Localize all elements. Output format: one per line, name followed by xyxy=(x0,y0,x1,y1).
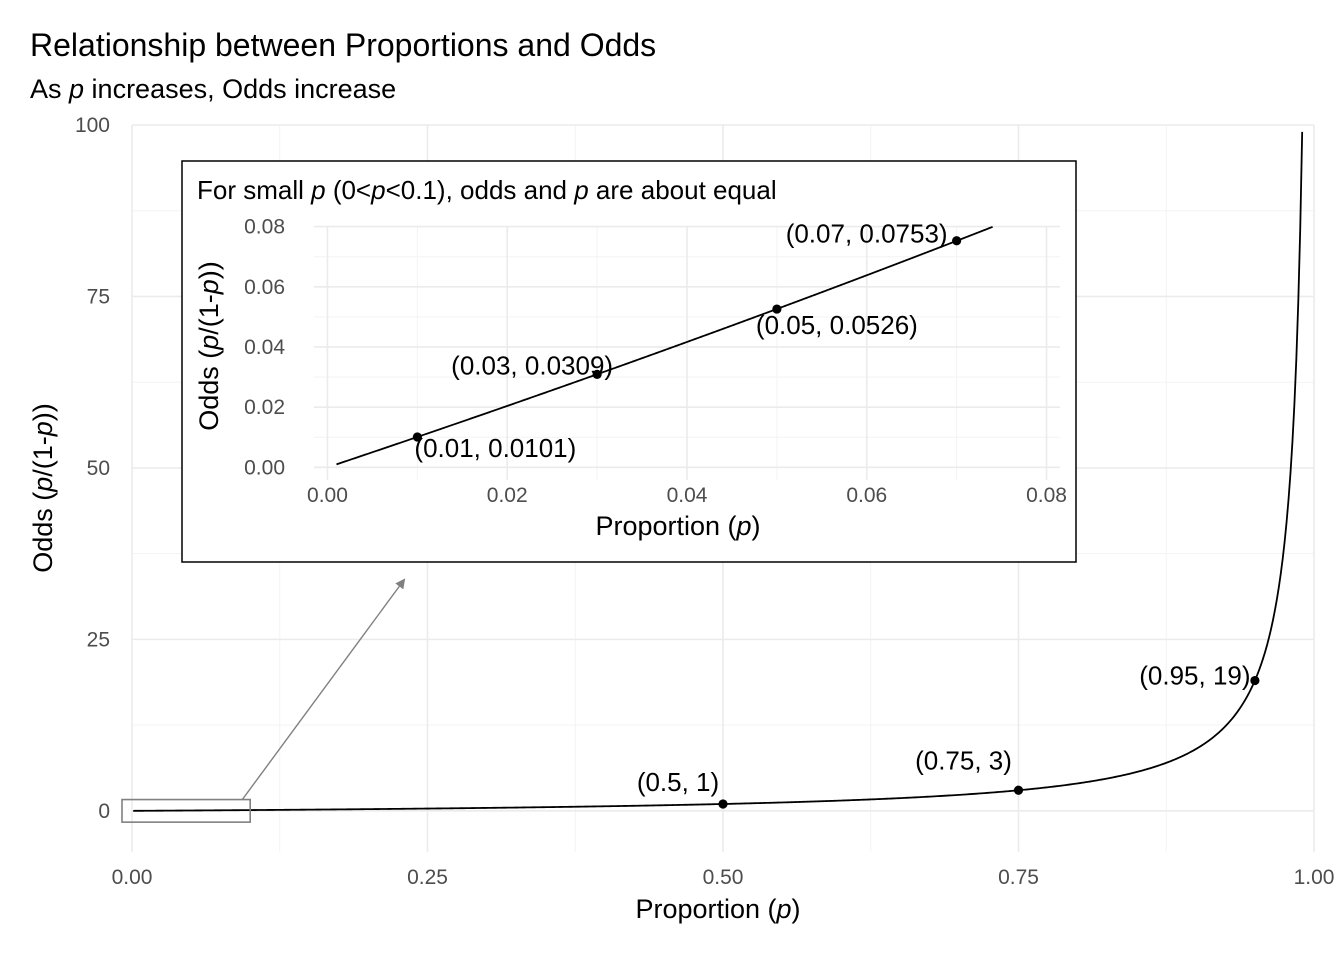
inset-odds-curve xyxy=(336,226,993,466)
data-point xyxy=(412,432,422,442)
inset-frame xyxy=(181,160,1077,563)
x-tick-label: 0.25 xyxy=(407,866,448,889)
data-point xyxy=(1013,785,1024,795)
x-tick-label: 0.08 xyxy=(1026,484,1067,507)
x-tick-label: 0.00 xyxy=(112,866,153,889)
y-tick-label: 0.00 xyxy=(244,456,285,479)
inset-points: (0.01, 0.0101) (0.03, 0.0309) (0.05, 0.052… xyxy=(412,219,962,463)
data-point-label: (0.07, 0.0753) xyxy=(786,219,948,249)
chart-subtitle: As p increases, Odds increase xyxy=(30,74,396,104)
y-tick-label: 0.02 xyxy=(244,396,285,419)
data-point-label: (0.5, 1) xyxy=(637,767,719,797)
y-tick-label: 0.06 xyxy=(244,276,285,299)
inset-y-axis-label: Odds (p/(1-p)) xyxy=(194,261,224,431)
zoom-arrow xyxy=(241,578,406,801)
data-point xyxy=(952,236,962,246)
inset-title: For small p (0<p<0.1), odds and p are ab… xyxy=(197,175,777,205)
main-x-axis-label: Proportion (p) xyxy=(635,894,800,924)
x-tick-label: 0.04 xyxy=(667,484,708,507)
data-point-label: (0.03, 0.0309) xyxy=(451,350,613,380)
inset-x-axis-label: Proportion (p) xyxy=(595,511,760,541)
main-y-axis-label: Odds (p/(1-p)) xyxy=(28,403,58,573)
data-point-label: (0.01, 0.0101) xyxy=(414,433,576,463)
data-point xyxy=(592,369,602,379)
y-tick-label: 25 xyxy=(87,628,110,651)
inset-gridlines xyxy=(314,225,1060,480)
zoom-region-box xyxy=(121,798,251,823)
y-tick-label: 0 xyxy=(98,800,110,823)
x-tick-label: 1.00 xyxy=(1294,866,1335,889)
y-tick-label: 75 xyxy=(87,285,110,308)
x-tick-label: 0.75 xyxy=(998,866,1039,889)
data-point xyxy=(1250,675,1260,686)
main-tick-labels: 0.00 0.25 0.50 0.75 1.00 0 25 50 75 100 xyxy=(75,114,1334,889)
main-points: (0.5, 1) (0.75, 3) (0.95, 19) xyxy=(637,661,1260,809)
chart-title: Relationship between Proportions and Odd… xyxy=(30,27,656,63)
data-point-label: (0.95, 19) xyxy=(1139,661,1250,691)
y-tick-label: 50 xyxy=(87,457,110,480)
main-odds-curve xyxy=(133,131,1304,812)
x-tick-label: 0.50 xyxy=(703,866,744,889)
data-point xyxy=(718,799,728,809)
inset-panel: For small p (0<p<0.1), odds and p are ab… xyxy=(181,160,1077,563)
inset-tick-labels: 0.00 0.02 0.04 0.06 0.08 0.00 0.02 0.04 0.06 0.08 xyxy=(244,216,1067,507)
data-point-label: (0.75, 3) xyxy=(915,745,1012,775)
data-point-label: (0.05, 0.0526) xyxy=(756,310,918,340)
data-point xyxy=(772,304,782,314)
y-tick-label: 0.08 xyxy=(244,216,285,239)
y-tick-label: 0.04 xyxy=(244,336,285,359)
y-tick-label: 100 xyxy=(75,114,110,137)
x-tick-label: 0.06 xyxy=(846,484,887,507)
x-tick-label: 0.02 xyxy=(487,484,528,507)
x-tick-label: 0.00 xyxy=(307,484,348,507)
